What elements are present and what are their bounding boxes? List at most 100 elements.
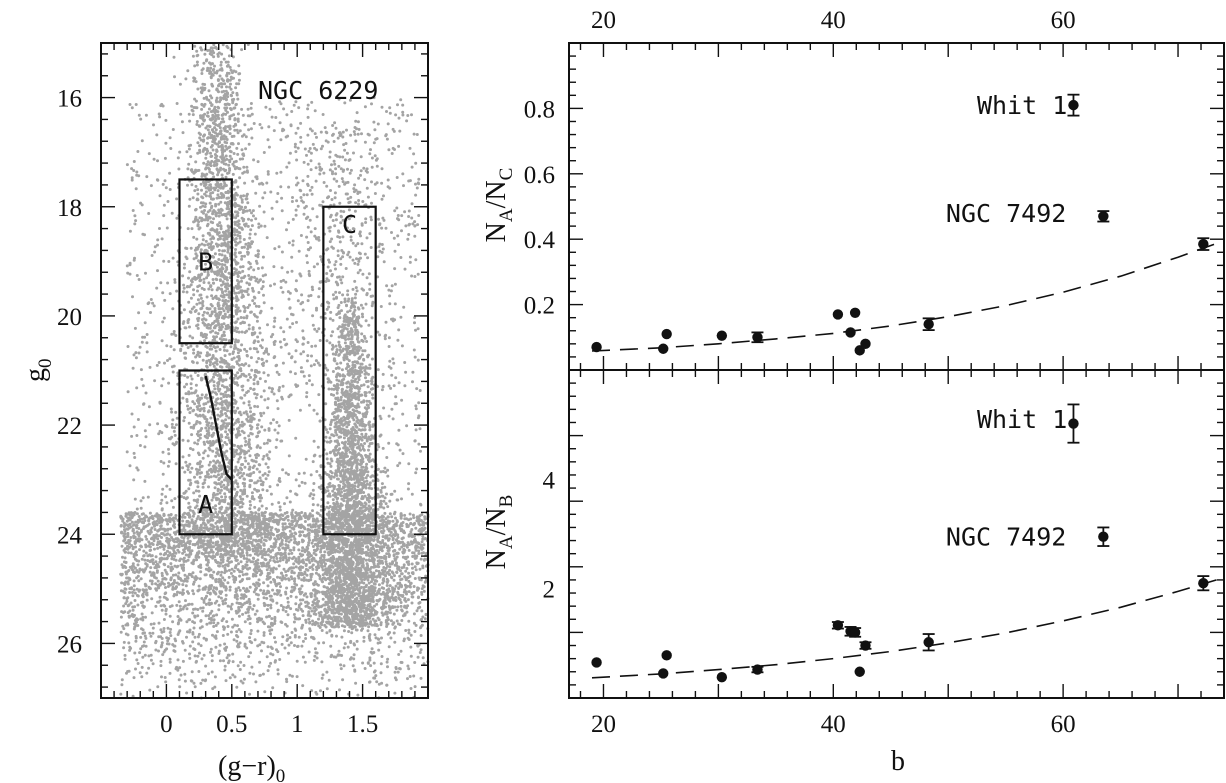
cmd-star — [234, 248, 237, 251]
cmd-star — [204, 426, 208, 430]
cmd-star — [209, 195, 213, 198]
cmd-star — [312, 439, 316, 443]
cmd-star — [215, 335, 218, 339]
cmd-star — [257, 418, 261, 422]
cmd-star — [248, 467, 252, 471]
cmd-star — [216, 193, 220, 197]
cmd-star — [220, 52, 224, 56]
cmd-star — [244, 197, 248, 201]
cmd-star — [362, 480, 366, 484]
cmd-star — [229, 68, 233, 72]
cmd-star — [362, 491, 366, 494]
cmd-star — [214, 324, 218, 328]
cmd-star — [216, 345, 220, 349]
cmd-star — [205, 359, 209, 363]
cmd-star — [200, 72, 204, 75]
cmd-star — [212, 459, 216, 463]
cmd-star — [214, 521, 218, 525]
cmd-star — [173, 497, 177, 501]
cmd-star — [338, 507, 342, 511]
cmd-star — [211, 235, 215, 239]
cmd-star — [224, 108, 228, 112]
cmd-star — [356, 361, 360, 365]
cmd-star — [362, 400, 366, 404]
cmd-star — [228, 78, 232, 82]
cmd-star — [265, 453, 269, 457]
cmd-star — [201, 321, 205, 325]
cmd-star — [180, 344, 184, 348]
cmd-star — [367, 448, 370, 452]
cmd-star — [220, 495, 224, 499]
cmd-star — [223, 201, 227, 205]
cmd-star — [326, 485, 329, 489]
cmd-star — [252, 214, 255, 218]
cmd-star — [222, 282, 226, 286]
cmd-star — [194, 160, 198, 164]
cmd-star — [240, 363, 244, 366]
cmd-star — [190, 391, 194, 395]
cmd-star — [247, 403, 251, 407]
cmd-star — [195, 120, 199, 123]
cmd-star — [205, 295, 209, 299]
cmd-star — [244, 410, 248, 414]
cmd-star — [261, 457, 265, 461]
cmd-star — [227, 163, 231, 167]
cmd-star — [215, 163, 218, 167]
cmd-star — [382, 566, 386, 569]
cmd-star — [330, 471, 334, 475]
cmd-star — [214, 314, 218, 318]
cmd-star — [236, 417, 240, 421]
cmd-star — [200, 272, 204, 276]
cmd-star — [200, 89, 204, 93]
cmd-star — [219, 397, 223, 401]
cmd-star — [386, 622, 390, 626]
cmd-star — [201, 485, 205, 489]
cmd-star — [212, 380, 216, 384]
cmd-star — [328, 494, 332, 498]
cmd-star — [215, 447, 219, 451]
cmd-star — [365, 462, 369, 466]
cmd-star — [268, 450, 272, 454]
cmd-star — [199, 205, 202, 209]
cmd-star — [194, 489, 198, 493]
cmd-star — [264, 379, 267, 383]
cmd-star — [206, 149, 210, 153]
cmd-star — [206, 268, 210, 272]
cmd-star — [236, 340, 240, 344]
cmd-star — [204, 318, 208, 322]
cmd-star — [374, 619, 378, 623]
cmd-star — [206, 400, 210, 404]
cmd-star — [209, 75, 213, 79]
cmd-star — [240, 200, 244, 204]
cmd-star — [229, 142, 233, 146]
cmd-star — [193, 402, 197, 406]
cmd-star — [191, 448, 195, 452]
cmd-star — [388, 499, 392, 503]
cmd-star — [189, 374, 193, 378]
cmd-star — [184, 392, 188, 396]
cmd-star — [238, 452, 242, 456]
cmd-star — [216, 105, 220, 109]
cmd-star — [259, 479, 263, 483]
cmd-star — [192, 106, 196, 109]
cmd-star — [216, 113, 220, 117]
cmd-star — [209, 164, 213, 168]
cmd-star — [242, 238, 246, 241]
cmd-star — [233, 167, 237, 171]
cmd-star — [220, 323, 224, 327]
cmd-star — [281, 468, 285, 472]
cmd-star — [180, 495, 184, 498]
cmd-star — [259, 224, 263, 228]
cmd-star — [248, 208, 252, 212]
cmd-star — [211, 148, 215, 152]
cmd-star — [199, 182, 203, 186]
cmd-star — [363, 505, 367, 509]
cmd-star — [234, 480, 237, 484]
cmd-star — [357, 622, 361, 626]
cmd-star — [222, 238, 226, 242]
cmd-star — [250, 491, 254, 495]
cmd-star — [220, 253, 224, 257]
cmd-star — [182, 419, 186, 423]
cmd-star — [211, 121, 215, 125]
cmd-star — [205, 172, 209, 176]
